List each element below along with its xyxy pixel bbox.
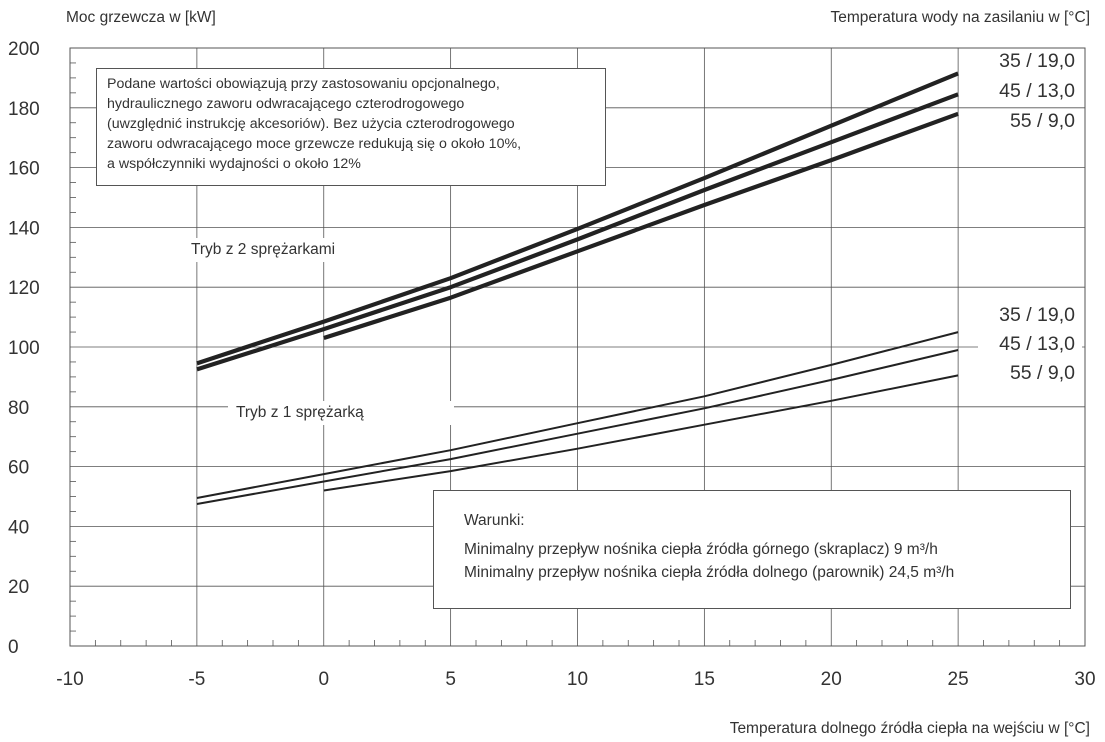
series-label-bg	[978, 109, 1082, 133]
y-tick-label: 180	[8, 99, 40, 120]
x-tick-label: 10	[567, 669, 588, 690]
series-labels: 35 / 19,0 45 / 13,0 55 / 9,0 35 / 19,0 45 / …	[978, 49, 1082, 385]
series-line-mode-2	[196, 92, 959, 372]
y-tick-label: 40	[8, 517, 29, 538]
y-tick-label: 160	[8, 159, 40, 180]
note-line: hydraulicznego zaworu odwracającego czte…	[107, 96, 465, 112]
note-line: a współczynniki wydajności o około 12%	[107, 156, 361, 172]
y-tick-label: 140	[8, 218, 40, 239]
conditions-box: Warunki: Minimalny przepływ nośnika ciep…	[433, 490, 1071, 609]
series-line-mode-2	[196, 71, 959, 366]
y-tick-label: 60	[8, 458, 29, 479]
conditions-line: Minimalny przepływ nośnika ciepła źródła…	[464, 564, 955, 581]
series-lines	[196, 71, 959, 505]
x-tick-label: -5	[188, 669, 205, 690]
x-tick-label: 25	[948, 669, 969, 690]
mode-label-two-compressors: Tryb z 2 sprężarkami	[183, 238, 344, 262]
note-box: Podane wartości obowiązują przy zastosow…	[96, 68, 606, 186]
series-label-bg	[978, 79, 1082, 103]
conditions-line: Minimalny przepływ nośnika ciepła źródła…	[464, 541, 938, 558]
series-label: 55 / 9,0	[1010, 362, 1075, 384]
x-tick-label: 20	[821, 669, 842, 690]
conditions-title: Warunki:	[464, 512, 525, 529]
series-label: 35 / 19,0	[999, 304, 1075, 326]
note-line: Podane wartości obowiązują przy zastosow…	[107, 76, 500, 92]
x-tick-label: -10	[56, 669, 83, 690]
note-line: zaworu odwracającego moce grzewcze reduk…	[107, 136, 522, 152]
y-tick-label: 100	[8, 338, 40, 359]
series-label-bg	[978, 361, 1082, 385]
tick-labels: 0 20 40 60 80 100 120 140 160 180 200 -10 -5 0 5 10 15 20…	[8, 39, 1096, 690]
x-tick-label: 15	[694, 669, 715, 690]
y-tick-label: 20	[8, 577, 29, 598]
series-label: 45 / 13,0	[999, 333, 1075, 355]
y-axis-title: Moc grzewcza w [kW]	[66, 9, 216, 26]
note-line: (uwzględnić instrukcję akcesoriów). Bez …	[107, 116, 515, 132]
y-tick-label: 120	[8, 278, 40, 299]
series-line-mode-2	[323, 111, 959, 341]
series-label-bg	[978, 49, 1082, 73]
series-line-mode-1	[196, 349, 959, 505]
series-label: 35 / 19,0	[999, 50, 1075, 72]
series-label: 45 / 13,0	[999, 80, 1075, 102]
mode-label-one-compressor: Tryb z 1 sprężarką	[228, 401, 454, 425]
series-line-mode-1	[196, 331, 959, 499]
y-tick-label: 0	[8, 637, 19, 658]
x-tick-label: 30	[1074, 669, 1095, 690]
minor-ticks	[70, 62, 1061, 646]
y-tick-label: 80	[8, 398, 29, 419]
series-label-bg	[978, 332, 1082, 356]
series-group-title: Temperatura wody na zasilaniu w [°C]	[831, 9, 1090, 26]
series-label: 55 / 9,0	[1010, 110, 1075, 132]
series-label-bg	[978, 303, 1082, 327]
series-line-mode-1	[323, 374, 959, 492]
x-tick-label: 0	[318, 669, 329, 690]
x-axis-title: Temperatura dolnego źródła ciepła na wej…	[730, 720, 1090, 737]
x-tick-label: 5	[445, 669, 456, 690]
y-tick-label: 200	[8, 39, 40, 60]
